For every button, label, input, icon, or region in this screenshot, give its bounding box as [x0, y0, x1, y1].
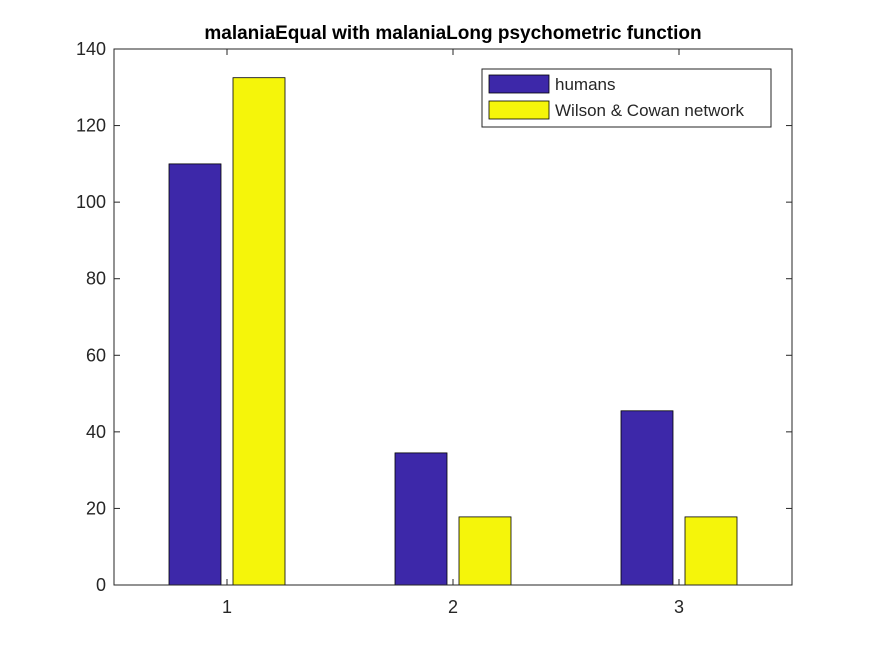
- bar-humans-3: [620, 410, 674, 586]
- bars-group: [168, 77, 738, 586]
- legend: humans Wilson & Cowan network: [481, 68, 772, 128]
- legend-swatch-humans: [488, 74, 550, 94]
- y-tick-label: 60: [86, 345, 106, 365]
- y-tick-label: 120: [76, 116, 106, 136]
- bar-wilson-cowan-network-3: [684, 516, 738, 586]
- bar-humans-2: [394, 452, 448, 586]
- y-tick-label: 80: [86, 269, 106, 289]
- plot-frame: [113, 48, 793, 586]
- x-tick-label: 3: [674, 597, 684, 617]
- y-tick-label: 40: [86, 422, 106, 442]
- y-tick-label: 100: [76, 192, 106, 212]
- legend-label-humans: humans: [555, 75, 615, 94]
- plot-area: [114, 49, 792, 585]
- legend-label-wilson-cowan-network: Wilson & Cowan network: [555, 101, 744, 120]
- legend-swatch-wilson-cowan-network: [488, 100, 550, 120]
- y-tick-label: 0: [96, 575, 106, 595]
- chart-title: malaniaEqual with malaniaLong psychometr…: [204, 23, 701, 44]
- x-tick-label: 2: [448, 597, 458, 617]
- bar-humans-1: [168, 163, 222, 586]
- y-tick-label: 140: [76, 39, 106, 59]
- axes-group: 0 20 40 60 80 100 120 140 1 2 3: [76, 39, 792, 617]
- bar-wilson-cowan-network-2: [458, 516, 512, 586]
- y-tick-label: 20: [86, 498, 106, 518]
- bar-wilson-cowan-network-1: [232, 77, 286, 586]
- x-tick-label: 1: [222, 597, 232, 617]
